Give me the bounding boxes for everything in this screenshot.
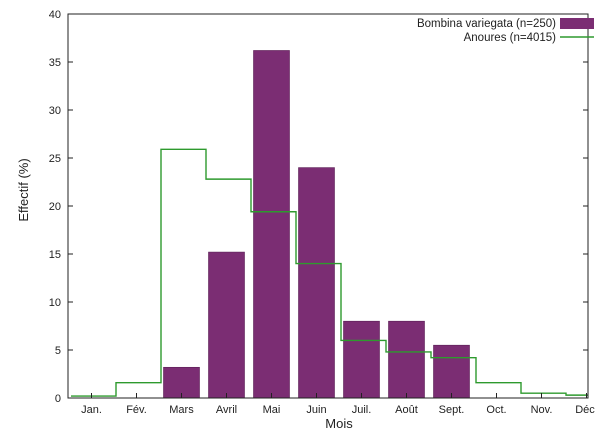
x-tick-label: Mai xyxy=(263,404,281,416)
x-tick-label: Août xyxy=(395,404,418,416)
bars-layer xyxy=(163,50,470,399)
y-tick-label: 10 xyxy=(49,297,61,309)
y-tick-label: 35 xyxy=(49,57,61,69)
y-tick-label: 30 xyxy=(49,105,61,117)
x-tick-label: Juil. xyxy=(352,404,372,416)
x-tick-label: Déc. xyxy=(575,404,595,416)
x-axis: Jan. Fév. Mars Avril Mai Juin Juil. Août Sept. Oc… xyxy=(81,393,595,416)
x-tick-label: Fév. xyxy=(126,404,147,416)
x-tick-label: Avril xyxy=(216,404,237,416)
bar-bombina-3 xyxy=(208,251,245,399)
legend-label-anoures: Anoures (n=4015) xyxy=(464,32,557,44)
x-axis-title: Mois xyxy=(325,416,353,431)
legend-swatch-bombina xyxy=(560,18,594,29)
step-line-layer xyxy=(71,148,588,397)
x-tick-label: Juin xyxy=(306,404,326,416)
legend-label-bombina: Bombina variegata (n=250) xyxy=(417,18,556,30)
x-tick-label: Oct. xyxy=(486,404,506,416)
x-tick-label: Nov. xyxy=(531,404,553,416)
bar-bombina-4 xyxy=(253,50,290,399)
y-axis-title: Effectif (%) xyxy=(16,158,31,221)
y-tick-label: 25 xyxy=(49,153,61,165)
y-tick-label: 5 xyxy=(55,345,61,357)
step-line-anoures xyxy=(71,148,588,397)
bar-bombina-6 xyxy=(343,320,380,399)
x-tick-label: Mars xyxy=(169,404,194,416)
x-tick-label: Jan. xyxy=(81,404,102,416)
y-tick-label: 40 xyxy=(49,9,61,21)
y-axis: 0 5 10 15 20 25 30 35 40 xyxy=(49,9,588,405)
y-tick-label: 0 xyxy=(55,393,61,405)
bar-bombina-5 xyxy=(298,167,335,399)
bar-bombina-7 xyxy=(388,320,425,399)
legend: Bombina variegata (n=250) Anoures (n=401… xyxy=(417,18,594,44)
x-tick-label: Sept. xyxy=(439,404,465,416)
y-tick-label: 15 xyxy=(49,249,61,261)
bar-bombina-2 xyxy=(163,366,200,399)
y-tick-label: 20 xyxy=(49,201,61,213)
bar-bombina-8 xyxy=(433,344,470,399)
